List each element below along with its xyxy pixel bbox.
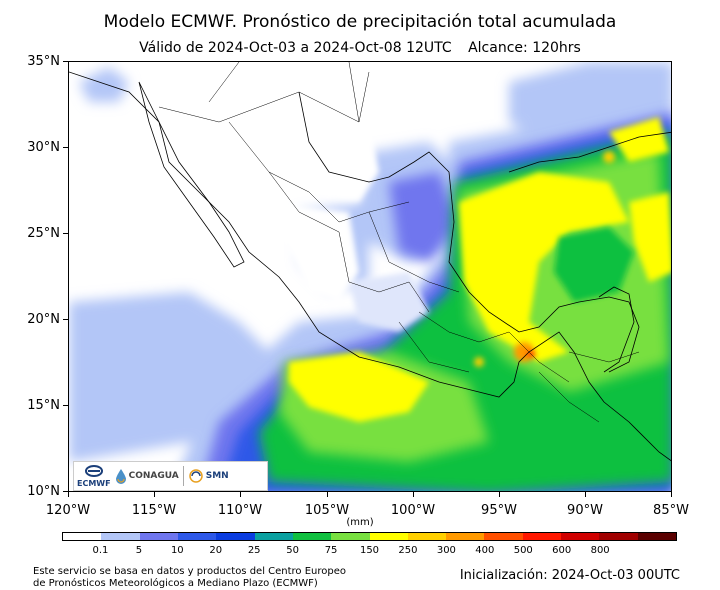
- colorbar-label: 150: [359, 545, 380, 556]
- colorbar-label: 25: [247, 545, 261, 556]
- colorbar-label: 300: [436, 545, 456, 556]
- lon-tick-90w: 90°W: [567, 503, 603, 518]
- lon-tickmark: [154, 492, 155, 497]
- colorbar-swatch: [599, 533, 638, 540]
- colorbar-swatch: [254, 533, 293, 540]
- rain-field-yellow: [289, 117, 671, 422]
- colorbar-label: 400: [475, 545, 495, 556]
- lon-tickmark: [68, 492, 69, 497]
- logo-divider: [182, 466, 184, 486]
- coastlines: [69, 71, 671, 462]
- smn-logo-text: SMN: [205, 471, 229, 481]
- ecmwf-swirl-icon: [84, 464, 103, 477]
- lon-tickmark: [413, 492, 414, 497]
- credit-line-1: Este servicio se basa en datos y product…: [33, 566, 347, 577]
- lat-tickmark: [63, 233, 68, 234]
- forecast-range: Alcance: 120hrs: [468, 40, 581, 56]
- smn-swirl-icon: [188, 469, 203, 483]
- conagua-logo: CONAGUA: [115, 468, 179, 484]
- credit-text: Este servicio se basa en datos y product…: [33, 566, 346, 590]
- colorbar-swatch: [369, 533, 408, 540]
- colorbar-swatch: [177, 533, 217, 540]
- conagua-drop-icon: [115, 469, 126, 484]
- lat-tick-10n: 10°N: [27, 484, 60, 499]
- lon-tick-85w: 85°W: [653, 503, 689, 518]
- lat-tick-15n: 15°N: [27, 398, 60, 413]
- colorbar-swatch: [484, 533, 523, 540]
- lon-tickmark: [327, 492, 328, 497]
- colorbar-label: 250: [398, 545, 418, 556]
- colorbar-label: 10: [170, 545, 184, 556]
- lon-tickmark: [499, 492, 500, 497]
- lat-tickmark: [63, 147, 68, 148]
- colorbar-swatch: [63, 533, 102, 540]
- colorbar-label: 0.1: [92, 545, 109, 556]
- rain-field-heavy: [474, 151, 615, 367]
- conagua-logo-text: CONAGUA: [128, 471, 179, 481]
- lat-tick-20n: 20°N: [27, 312, 60, 327]
- lat-tickmark: [63, 319, 68, 320]
- map-subtitle: Válido de 2024-Oct-03 a 2024-Oct-08 12UT…: [0, 40, 720, 56]
- lon-tick-105w: 105°W: [304, 503, 350, 518]
- lon-tickmark: [240, 492, 241, 497]
- initialization-time: Inicialización: 2024-Oct-03 00UTC: [459, 568, 680, 583]
- colorbar-swatch: [331, 533, 370, 540]
- credit-line-2: de Pronósticos Meteorológicos a Mediano …: [33, 578, 318, 589]
- lat-tickmark: [63, 405, 68, 406]
- colorbar: [62, 532, 677, 541]
- lon-tick-115w: 115°W: [131, 503, 177, 518]
- lon-tickmark: [671, 492, 672, 497]
- lon-tick-100w: 100°W: [390, 503, 436, 518]
- colorbar-unit: (mm): [346, 517, 374, 528]
- logo-strip: ECMWF CONAGUA SMN: [73, 461, 268, 491]
- colorbar-swatch: [522, 533, 562, 540]
- colorbar-swatch: [216, 533, 255, 540]
- colorbar-label: 600: [552, 545, 572, 556]
- lon-tick-110w: 110°W: [217, 503, 263, 518]
- colorbar-label: 5: [135, 545, 143, 556]
- colorbar-swatch: [139, 533, 178, 540]
- lon-tick-120w: 120°W: [45, 503, 91, 518]
- lat-tickmark: [63, 491, 68, 492]
- colorbar-swatch: [446, 533, 485, 540]
- smn-logo: SMN: [188, 468, 229, 484]
- colorbar-label: 800: [590, 545, 610, 556]
- valid-period: Válido de 2024-Oct-03 a 2024-Oct-08 12UT…: [139, 40, 452, 56]
- colorbar-label: 75: [324, 545, 338, 556]
- lat-tickmark: [63, 61, 68, 62]
- precipitation-field: [69, 62, 671, 491]
- lat-tick-35n: 35°N: [27, 54, 60, 69]
- dry-land: [149, 72, 429, 332]
- lat-tick-30n: 30°N: [27, 140, 60, 155]
- lat-tick-25n: 25°N: [27, 226, 60, 241]
- colorbar-label: 20: [209, 545, 223, 556]
- lon-tick-95w: 95°W: [481, 503, 517, 518]
- colorbar-swatch: [292, 533, 332, 540]
- ecmwf-logo-text: ECMWF: [77, 478, 111, 488]
- lon-tickmark: [585, 492, 586, 497]
- ecmwf-logo: ECMWF: [77, 464, 111, 488]
- colorbar-swatch: [637, 533, 676, 540]
- colorbar-swatch: [561, 533, 600, 540]
- precipitation-map: [68, 61, 672, 492]
- colorbar-swatch: [407, 533, 447, 540]
- state-borders: [158, 62, 640, 423]
- colorbar-swatch: [101, 533, 140, 540]
- colorbar-label: 50: [286, 545, 299, 556]
- colorbar-label: 500: [513, 545, 533, 556]
- rain-field-gulf-center: [554, 227, 634, 302]
- map-title: Modelo ECMWF. Pronóstico de precipitació…: [103, 12, 617, 32]
